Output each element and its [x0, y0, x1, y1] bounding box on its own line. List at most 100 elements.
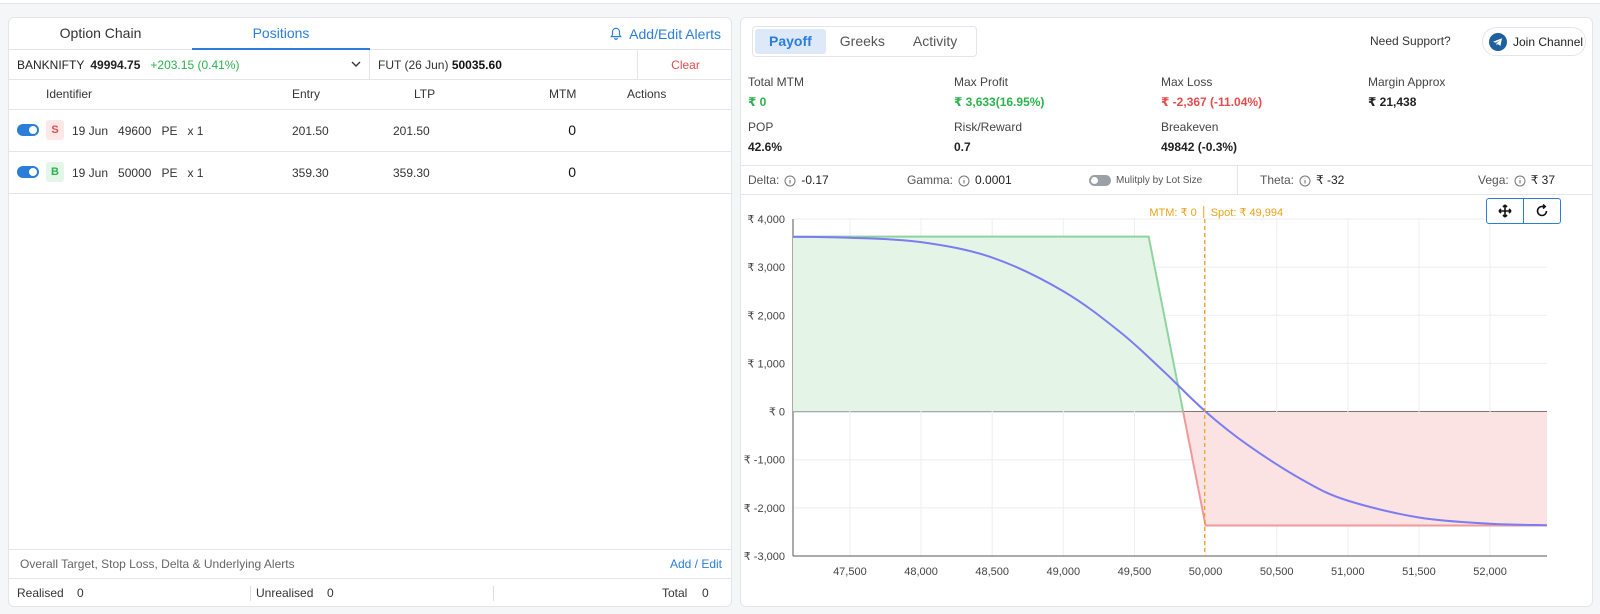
- targets-label: Overall Target, Stop Loss, Delta & Under…: [20, 557, 295, 571]
- multiply-lot-label: Mulitply by Lot Size: [1116, 175, 1203, 186]
- position-type: PE: [161, 124, 178, 138]
- greek-label: Gamma:: [907, 173, 954, 187]
- sell-badge: S: [46, 120, 64, 140]
- position-qty: x 1: [187, 166, 204, 180]
- join-channel-button[interactable]: Join Channel: [1482, 27, 1586, 56]
- x-tick-label: 50,000: [1189, 566, 1223, 578]
- tab-activity[interactable]: Activity: [912, 33, 958, 49]
- position-toggle[interactable]: [17, 124, 39, 136]
- position-expiry: 19 Jun: [72, 166, 109, 180]
- positions-panel: Option Chain Positions Add/Edit Alerts B…: [8, 17, 732, 607]
- add-edit-alerts-link[interactable]: Add/Edit Alerts: [609, 18, 721, 50]
- stat-label: Max Profit: [954, 75, 1009, 89]
- gamma-greek: Gamma: 0.0001: [907, 166, 1012, 195]
- y-tick-label: ₹ 0: [769, 407, 785, 419]
- vega-greek: Vega: ₹ 37: [1478, 166, 1555, 195]
- pan-button[interactable]: [1487, 199, 1524, 223]
- greeks-row: Delta: -0.17 Gamma: 0.0001 Mulitply by L…: [741, 165, 1592, 195]
- x-tick-label: 52,000: [1473, 566, 1507, 578]
- x-tick-label: 48,000: [904, 566, 938, 578]
- info-icon[interactable]: [1514, 175, 1526, 187]
- position-strike: 49600: [118, 124, 152, 138]
- tab-option-chain[interactable]: Option Chain: [59, 25, 142, 41]
- stat-label: Max Loss: [1161, 75, 1213, 89]
- underlying-change: +203.15 (0.41%): [150, 58, 240, 72]
- join-channel-label: Join Channel: [1513, 34, 1584, 49]
- position-type: PE: [161, 166, 178, 180]
- x-tick-label: 49,000: [1046, 566, 1080, 578]
- bell-icon: [610, 27, 622, 40]
- col-identifier: Identifier: [46, 87, 93, 101]
- chevron-down-icon: [351, 61, 361, 67]
- y-tick-label: ₹ 3,000: [747, 262, 785, 274]
- y-tick-label: ₹ 4,000: [747, 214, 785, 226]
- stat-value: 0.7: [954, 140, 971, 154]
- position-identifier: 19 Jun 49600 PE x 1: [72, 110, 203, 152]
- unrealised-label: Unrealised: [256, 586, 314, 600]
- future-label: FUT (26 Jun): [378, 58, 449, 72]
- y-tick-label: ₹ -3,000: [744, 551, 785, 563]
- reset-button[interactable]: [1524, 199, 1560, 223]
- position-identifier: 19 Jun 50000 PE x 1: [72, 152, 203, 194]
- col-actions: Actions: [627, 87, 667, 101]
- loss-area: [1183, 411, 1547, 526]
- y-tick-label: ₹ -1,000: [744, 455, 785, 467]
- future-value: 50035.60: [451, 58, 502, 72]
- position-entry: 359.30: [292, 166, 329, 180]
- breakeven-stat: Breakeven 49842 (-0.3%): [1161, 120, 1237, 154]
- position-mtm: 0: [568, 122, 576, 138]
- future-price: FUT (26 Jun) 50035.60: [378, 50, 502, 80]
- expiry-payoff-loss-line: [1182, 411, 1547, 527]
- stat-value: ₹ 3,633(16.95%): [954, 95, 1045, 109]
- y-tick-label: ₹ 2,000: [747, 310, 785, 322]
- payoff-panel: Payoff Greeks Activity Need Support? Joi…: [740, 17, 1593, 607]
- mtm-annotation: MTM: ₹ 0: [1149, 207, 1196, 219]
- stat-value: ₹ 21,438: [1368, 95, 1417, 109]
- risk-reward-stat: Risk/Reward 0.7: [954, 120, 1022, 154]
- info-icon[interactable]: [1299, 175, 1311, 187]
- tab-positions[interactable]: Positions: [192, 18, 370, 50]
- multiply-lot-toggle[interactable]: [1089, 175, 1111, 186]
- telegram-icon: [1489, 32, 1507, 51]
- chart-controls: [1486, 198, 1561, 224]
- x-tick-label: 50,500: [1260, 566, 1294, 578]
- underlying-select[interactable]: BANKNIFTY 49994.75 +203.15 (0.41%): [9, 50, 370, 80]
- total-mtm-stat: Total MTM ₹ 0: [748, 75, 804, 109]
- stat-label: Total MTM: [748, 75, 805, 89]
- spot-annotation: Spot: ₹ 49,994: [1211, 207, 1283, 219]
- current-payoff-curve: [792, 235, 1548, 527]
- divider: [250, 586, 251, 601]
- delta-greek: Delta: -0.17: [748, 166, 829, 195]
- theta-greek: Theta: ₹ -32: [1260, 166, 1344, 195]
- positions-header: Identifier Entry LTP MTM Actions: [9, 80, 731, 110]
- stat-label: POP: [748, 120, 774, 134]
- stat-label: Risk/Reward: [954, 120, 1023, 134]
- y-tick-label: ₹ -2,000: [744, 503, 785, 515]
- margin-stat: Margin Approx ₹ 21,438: [1368, 75, 1445, 109]
- info-icon[interactable]: [784, 175, 796, 187]
- greek-label: Vega:: [1478, 173, 1509, 187]
- tab-payoff[interactable]: Payoff: [755, 29, 826, 54]
- unrealised-value: 0: [327, 586, 334, 600]
- position-row[interactable]: S 19 Jun 49600 PE x 1 201.50 201.50 0: [9, 110, 731, 152]
- greek-label: Theta:: [1260, 173, 1295, 187]
- targets-edit-link[interactable]: Add / Edit: [669, 557, 722, 571]
- targets-row: Overall Target, Stop Loss, Delta & Under…: [9, 549, 731, 579]
- totals-row: Realised 0 Unrealised 0 Total 0: [9, 579, 731, 606]
- info-icon[interactable]: [958, 175, 970, 187]
- clear-button[interactable]: Clear: [637, 50, 731, 80]
- tab-greeks[interactable]: Greeks: [839, 33, 885, 49]
- divider: [493, 586, 494, 601]
- divider: [1237, 166, 1238, 195]
- top-bar: [0, 0, 1600, 4]
- total-label: Total: [662, 586, 688, 600]
- x-tick-label: 51,000: [1331, 566, 1365, 578]
- total-value: 0: [702, 586, 709, 600]
- payoff-chart[interactable]: ₹ 4,000 ₹ 3,000 ₹ 2,000 ₹ 1,000 ₹ 0 ₹ -1,000 ₹…: [741, 18, 1593, 607]
- position-toggle[interactable]: [17, 166, 39, 178]
- position-row[interactable]: B 19 Jun 50000 PE x 1 359.30 359.30 0: [9, 152, 731, 194]
- stat-value: ₹ 0: [748, 95, 767, 109]
- stat-value: ₹ -2,367 (-11.04%): [1161, 95, 1263, 109]
- x-tick-label: 49,500: [1118, 566, 1152, 578]
- x-tick-label: 48,500: [975, 566, 1009, 578]
